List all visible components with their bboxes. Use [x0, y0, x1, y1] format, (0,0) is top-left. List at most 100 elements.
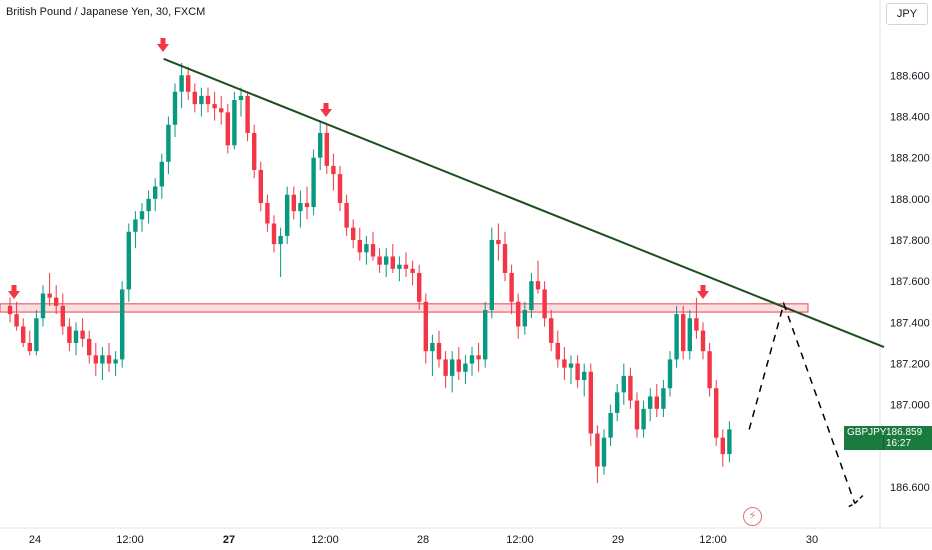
candle-body [403, 264, 409, 269]
candle-body [582, 371, 587, 380]
arrow-marker [700, 285, 706, 292]
candle-body [60, 305, 65, 327]
candle-body [285, 194, 290, 236]
candle-body [450, 359, 455, 376]
candle-body [225, 112, 230, 146]
candle-body [694, 318, 699, 331]
candle-body [258, 170, 263, 203]
candle-body [27, 342, 32, 352]
candle-body [608, 412, 613, 438]
candle-body [443, 359, 448, 376]
candle-body [344, 202, 349, 228]
candle-body [384, 256, 389, 265]
candle-body [621, 375, 626, 393]
y-tick-label: 188.200 [890, 153, 930, 165]
y-tick-label: 188.400 [890, 111, 930, 123]
candle-body [278, 235, 283, 245]
y-tick-label: 187.600 [890, 276, 930, 288]
candle-body [397, 264, 402, 269]
current-price-tag: GBPJPY 186.859 16:27 [844, 426, 932, 450]
candle-body [377, 256, 382, 265]
x-tick-label: 30 [806, 534, 818, 546]
candle-body [496, 240, 501, 245]
y-tick-label: 187.400 [890, 317, 930, 329]
candle-body [245, 95, 250, 133]
x-tick-label: 27 [223, 534, 235, 546]
candle-body [54, 297, 59, 306]
arrow-marker [323, 103, 329, 110]
candle-body [47, 293, 52, 298]
candle-body [667, 359, 673, 389]
candle-body [516, 301, 521, 327]
candle-body [727, 429, 732, 455]
candle-body [357, 240, 362, 253]
candle-body [179, 75, 184, 92]
candle-body [489, 240, 494, 310]
projection-arrowhead [848, 494, 864, 508]
candle-body [641, 408, 646, 430]
candle-body [21, 326, 26, 343]
candle-body [205, 95, 211, 105]
candle-body [509, 272, 514, 302]
candle-body [364, 244, 369, 253]
candle-body [595, 433, 600, 467]
x-tick-label: 12:00 [699, 534, 727, 546]
candle-body [687, 318, 692, 352]
candle-body [113, 359, 118, 364]
candle-body [351, 227, 356, 240]
x-tick-label: 12:00 [506, 534, 534, 546]
y-tick-label: 188.000 [890, 194, 930, 206]
candle-body [720, 437, 725, 455]
x-tick-label: 12:00 [311, 534, 339, 546]
candle-body [271, 223, 277, 245]
candle-body [417, 272, 422, 302]
candle-body [463, 363, 468, 372]
candle-body [628, 375, 633, 401]
x-tick-label: 12:00 [116, 534, 144, 546]
candle-body [40, 293, 46, 319]
candle-body [648, 396, 653, 409]
candle-body [7, 305, 13, 315]
y-tick-label: 188.600 [890, 70, 930, 82]
x-tick-label: 24 [29, 534, 41, 546]
candle-body [575, 363, 580, 380]
candle-body [291, 194, 296, 212]
arrow-marker [697, 291, 709, 299]
candle-body [562, 359, 567, 368]
candle-body [337, 174, 343, 203]
currency-selector[interactable]: JPY [886, 3, 928, 25]
candle-body [331, 165, 336, 175]
candle-body [661, 388, 666, 409]
candle-body [502, 244, 508, 273]
candle-body [34, 318, 39, 352]
candle-body [311, 157, 316, 208]
arrow-marker [11, 285, 17, 292]
candle-body [139, 211, 145, 220]
candle-body [542, 289, 547, 319]
candle-body [126, 231, 131, 290]
arrow-marker [8, 291, 20, 299]
lightning-icon[interactable]: ⚡ [743, 507, 762, 526]
candle-body [476, 355, 481, 360]
candle-body [172, 91, 178, 125]
candle-body [555, 342, 560, 360]
candle-body [304, 202, 310, 208]
candle-body [252, 132, 257, 170]
candle-body [146, 198, 151, 212]
candle-body [654, 396, 659, 409]
price-tag-symbol: GBPJPY [844, 426, 886, 450]
arrow-marker [320, 109, 332, 117]
candle-body [535, 281, 541, 290]
candle-body [238, 95, 244, 100]
candle-body [87, 338, 92, 356]
candle-body [707, 351, 712, 389]
candle-body [370, 244, 376, 257]
projection-path [748, 301, 856, 504]
candle-body [549, 318, 554, 343]
candle-body [199, 95, 204, 105]
candle-body [133, 219, 138, 232]
price-tag-price: 186.859 [886, 427, 923, 438]
candle-body [166, 124, 171, 162]
trendline [163, 57, 885, 348]
